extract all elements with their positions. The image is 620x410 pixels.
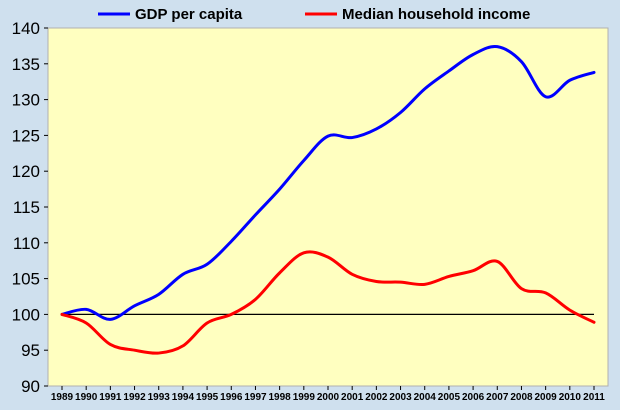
x-tick-label: 1992 [123,392,146,403]
x-tick-label: 2011 [583,392,605,403]
x-tick-label: 2001 [341,392,364,403]
y-tick-label: 125 [12,126,40,145]
x-tick-label: 1996 [220,392,243,403]
x-tick-label: 2004 [414,392,437,403]
x-tick-label: 1998 [269,392,292,403]
x-tick-label: 1993 [148,392,171,403]
x-tick-label: 1999 [293,392,316,403]
x-tick-label: 2000 [317,392,340,403]
x-tick-label: 2005 [438,392,461,403]
x-tick-label: 1994 [172,392,195,403]
x-tick-label: 1997 [244,392,267,403]
x-tick-label: 1990 [75,392,98,403]
series-lines [60,44,596,355]
y-tick-label: 115 [13,198,40,217]
x-tick-label: 2009 [535,392,558,403]
x-tick-label: 2003 [389,392,412,403]
y-tick-label: 120 [12,162,40,181]
x-tick-label: 1991 [99,392,122,403]
x-tick-label: 2002 [365,392,388,403]
x-tick-label: 2008 [510,392,533,403]
x-tick-label: 1995 [196,392,219,403]
y-tick-label: 95 [21,341,40,360]
y-tick-label: 110 [13,234,40,253]
x-tick-label: 2010 [559,392,582,403]
legend-label-gdp: GDP per capita [135,6,243,23]
y-tick-label: 135 [12,55,40,74]
x-tick-label: 2007 [486,392,509,403]
plot-area [47,27,609,387]
x-tick-label: 1989 [51,392,74,403]
legend-label-income: Median household income [342,6,530,23]
y-tick-label: 105 [12,270,40,289]
legend: GDP per capita Median household income [98,6,530,23]
x-tick-label: 2006 [462,392,485,403]
y-tick-label: 90 [21,377,40,396]
y-tick-label: 140 [12,19,40,38]
y-tick-label: 100 [12,305,40,324]
y-tick-label: 130 [12,91,40,110]
